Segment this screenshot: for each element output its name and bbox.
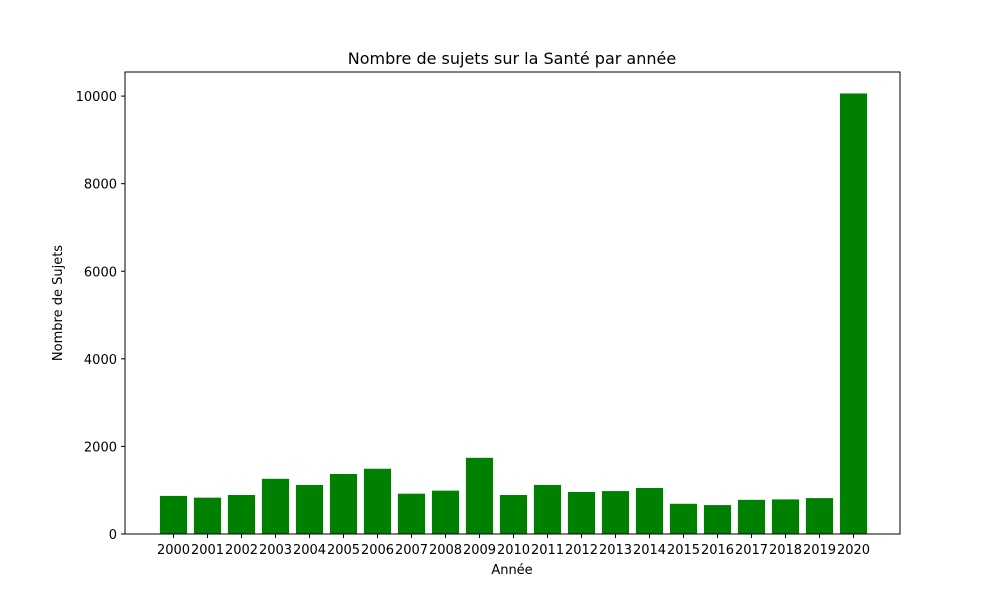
bar-2004 <box>295 484 324 534</box>
y-tick-label: 8000 <box>84 178 117 193</box>
y-tick-label: 6000 <box>84 265 117 280</box>
x-tick-label: 2004 <box>293 543 326 558</box>
y-axis-label: Nombre de Sujets <box>51 245 66 361</box>
x-tick-label: 2012 <box>565 543 598 558</box>
bar-2009 <box>465 457 494 534</box>
x-tick-label: 2007 <box>395 543 428 558</box>
bars-group <box>159 93 868 534</box>
bar-2013 <box>601 491 630 534</box>
x-tick-label: 2019 <box>803 543 836 558</box>
x-tick-label: 2017 <box>735 543 768 558</box>
x-tick-label: 2008 <box>429 543 462 558</box>
x-axis-ticks: 2000 2001 2002 2003 2004 2005 2006 2007 2008 2009… <box>157 534 870 558</box>
x-axis-label: Année <box>491 563 532 578</box>
x-tick-label: 2020 <box>837 543 870 558</box>
x-tick-label: 2010 <box>497 543 530 558</box>
x-tick-label: 2003 <box>259 543 292 558</box>
x-tick-label: 2006 <box>361 543 394 558</box>
x-tick-label: 2016 <box>701 543 734 558</box>
x-tick-label: 2002 <box>225 543 258 558</box>
x-tick-label: 2005 <box>327 543 360 558</box>
bar-2003 <box>261 478 290 534</box>
bar-2016 <box>703 505 732 534</box>
bar-2010 <box>499 495 528 534</box>
bar-2012 <box>567 491 596 534</box>
x-tick-label: 2000 <box>157 543 190 558</box>
bar-2001 <box>193 497 222 534</box>
x-tick-label: 2009 <box>463 543 496 558</box>
x-tick-label: 2015 <box>667 543 700 558</box>
bar-2002 <box>227 495 256 534</box>
bar-2005 <box>329 474 358 534</box>
bar-2020 <box>839 93 868 534</box>
bar-2017 <box>737 499 766 534</box>
bar-2011 <box>533 484 562 534</box>
bar-2006 <box>363 468 392 534</box>
bar-2018 <box>771 499 800 534</box>
x-tick-label: 2018 <box>769 543 802 558</box>
chart-title: Nombre de sujets sur la Santé par année <box>348 49 676 68</box>
y-axis-ticks: 0 2000 4000 6000 8000 10000 <box>76 90 125 543</box>
bar-2015 <box>669 503 698 534</box>
plot-area-frame <box>124 71 901 535</box>
bar-2007 <box>397 493 426 534</box>
x-tick-label: 2011 <box>531 543 564 558</box>
x-tick-label: 2014 <box>633 543 666 558</box>
bar-2019 <box>805 498 834 534</box>
y-tick-label: 2000 <box>84 440 117 455</box>
bar-2000 <box>159 495 188 534</box>
bar-2014 <box>635 488 664 534</box>
y-tick-label: 4000 <box>84 353 117 368</box>
y-tick-label: 0 <box>109 528 117 543</box>
x-tick-label: 2001 <box>191 543 224 558</box>
x-tick-label: 2013 <box>599 543 632 558</box>
y-tick-label: 10000 <box>76 90 117 105</box>
bar-2008 <box>431 490 460 534</box>
